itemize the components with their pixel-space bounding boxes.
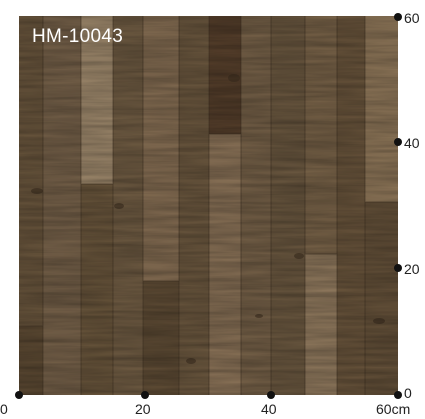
x-tick-label-40: 40 (261, 401, 277, 417)
y-tick-dot-20 (394, 264, 402, 272)
wood-flooring-sample: HM-10043 (19, 16, 398, 395)
x-tick-dot-60 (394, 391, 402, 399)
y-tick-dot-40 (394, 138, 402, 146)
x-tick-dot-40 (267, 391, 275, 399)
y-tick-label-20: 20 (404, 261, 420, 277)
y-tick-label-0: 0 (404, 385, 412, 401)
x-tick-dot-20 (141, 391, 149, 399)
product-code-label: HM-10043 (32, 26, 124, 47)
y-tick-label-60: 60 (404, 10, 420, 26)
y-tick-dot-60 (394, 13, 402, 21)
x-tick-label-20: 20 (135, 401, 151, 417)
x-tick-label-0: 0 (0, 401, 8, 417)
wood-texture-image (19, 16, 398, 395)
x-tick-label-60cm: 60cm (376, 401, 411, 417)
x-tick-dot-0 (15, 391, 23, 399)
y-tick-label-40: 40 (404, 135, 420, 151)
